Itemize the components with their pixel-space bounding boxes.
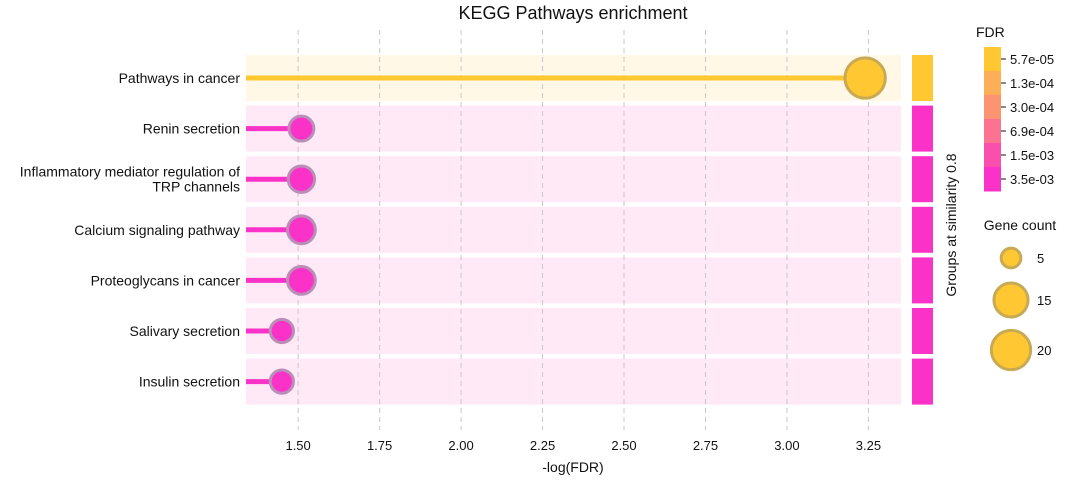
x-tick-label: 3.00 xyxy=(774,438,799,453)
fdr-tick-label: 6.9e-04 xyxy=(1010,124,1054,139)
chart-title: KEGG Pathways enrichment xyxy=(458,3,687,23)
group-strip-cell xyxy=(912,358,933,405)
size-legend-circle xyxy=(999,246,1023,270)
y-axis-label-line: Renin secretion xyxy=(143,121,240,137)
row-background xyxy=(246,257,901,304)
lollipop-point xyxy=(285,214,317,246)
fdr-tick-label: 5.7e-05 xyxy=(1010,52,1054,67)
fdr-colorbar-segment xyxy=(984,119,1001,144)
size-legend-label: 5 xyxy=(1037,251,1044,266)
fdr-tick-label: 1.5e-03 xyxy=(1010,148,1054,163)
y-axis-label: Renin secretion xyxy=(143,121,240,137)
y-axis-label-line: Calcium signaling pathway xyxy=(74,222,240,238)
x-tick-label: 1.75 xyxy=(367,438,392,453)
fdr-colorbar-segment xyxy=(984,167,1001,192)
group-strip-cell xyxy=(912,55,933,101)
y-axis-label-line: Inflammatory mediator regulation of xyxy=(20,164,240,180)
group-strip-cell xyxy=(912,257,933,304)
fdr-colorbar-segment xyxy=(984,143,1001,168)
y-axis-label: Inflammatory mediator regulation of TRP c… xyxy=(20,164,240,195)
group-strip-cell xyxy=(912,105,933,152)
y-axis-label: Insulin secretion xyxy=(139,374,240,390)
x-tick-label: 2.00 xyxy=(448,438,473,453)
x-axis-label: -log(FDR) xyxy=(542,459,603,475)
fdr-tick-label: 3.0e-04 xyxy=(1010,100,1054,115)
y-axis-label-line: Proteoglycans in cancer xyxy=(91,272,241,288)
y-axis-label: Proteoglycans in cancer xyxy=(91,272,241,288)
x-tick-label: 3.25 xyxy=(856,438,881,453)
x-tick-label: 2.25 xyxy=(530,438,555,453)
lollipop-points xyxy=(268,56,887,395)
row-background xyxy=(246,308,901,354)
lollipop-point xyxy=(268,317,295,345)
gene-count-size-legend: Gene count 5 15 20 xyxy=(984,217,1056,372)
lollipop-point xyxy=(286,164,317,194)
row-backgrounds xyxy=(246,55,901,405)
x-tick-label: 2.50 xyxy=(611,438,636,453)
x-tick-label: 1.50 xyxy=(285,438,310,453)
fdr-tick-label: 3.5e-03 xyxy=(1010,172,1054,187)
group-strip-label: Groups at similarity 0.8 xyxy=(943,153,959,296)
group-strip xyxy=(912,55,933,405)
row-background xyxy=(246,358,901,405)
y-axis-label-line: Pathways in cancer xyxy=(119,70,241,86)
fdr-colorbar-segment xyxy=(984,95,1001,120)
fdr-tick-label: 1.3e-04 xyxy=(1010,76,1054,91)
group-strip-cell xyxy=(912,308,933,354)
y-axis-label-line: TRP channels xyxy=(152,179,240,195)
y-axis-label-line: Insulin secretion xyxy=(139,374,240,390)
size-legend-title: Gene count xyxy=(984,217,1056,233)
lollipop-point xyxy=(843,56,887,100)
fdr-colorbar-segment xyxy=(984,47,1001,72)
fdr-legend-title: FDR xyxy=(976,24,1005,40)
row-background xyxy=(246,156,901,203)
size-legend-label: 20 xyxy=(1037,343,1051,358)
size-legend-circle xyxy=(992,281,1030,319)
size-legend-label: 15 xyxy=(1037,293,1051,308)
y-axis-labels: Pathways in cancer Renin secretion Inflamm… xyxy=(20,70,241,390)
lollipop-point xyxy=(268,368,295,395)
fdr-colorbar-legend: FDR 5.7e-05 1.3e-04 3.0e-04 6.9e-04 1.5e-03 3… xyxy=(976,24,1054,192)
y-axis-label-line: Salivary secretion xyxy=(130,323,241,339)
x-tick-label: 2.75 xyxy=(693,438,718,453)
fdr-colorbar-segment xyxy=(984,71,1001,96)
group-strip-cell xyxy=(912,156,933,203)
group-strip-cell xyxy=(912,206,933,253)
lollipop-point xyxy=(285,264,317,296)
lollipop-point xyxy=(287,114,316,143)
row-background xyxy=(246,105,901,152)
y-axis-label: Pathways in cancer xyxy=(119,70,241,86)
row-background xyxy=(246,206,901,253)
size-legend-circle xyxy=(989,328,1033,372)
x-axis-ticks: 1.50 1.75 2.00 2.25 2.50 2.75 3.00 3.25 xyxy=(285,438,881,453)
y-axis-label: Calcium signaling pathway xyxy=(74,222,240,238)
y-axis-label: Salivary secretion xyxy=(130,323,241,339)
